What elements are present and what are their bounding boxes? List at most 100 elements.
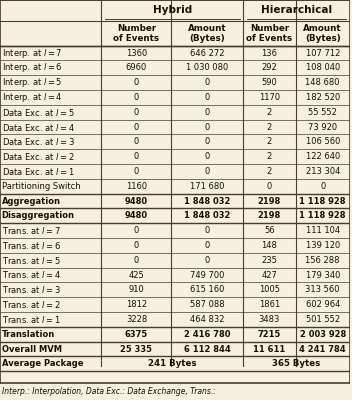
Text: 6960: 6960	[126, 63, 147, 72]
Text: 1 118 928: 1 118 928	[300, 211, 346, 220]
Text: Number
of Events: Number of Events	[113, 24, 159, 43]
Text: 313 560: 313 560	[306, 285, 340, 294]
Text: 590: 590	[262, 78, 277, 87]
Text: 1812: 1812	[126, 300, 147, 309]
Text: Hybrid: Hybrid	[153, 6, 192, 16]
Text: 1861: 1861	[259, 300, 280, 309]
Text: 1005: 1005	[259, 285, 280, 294]
Text: 0: 0	[205, 167, 210, 176]
Text: 179 340: 179 340	[306, 270, 340, 280]
Text: 0: 0	[134, 256, 139, 265]
Text: 1360: 1360	[126, 48, 147, 58]
Text: Disaggregation: Disaggregation	[2, 211, 75, 220]
Text: 0: 0	[205, 256, 210, 265]
Text: 464 832: 464 832	[190, 315, 225, 324]
Text: 292: 292	[262, 63, 277, 72]
Text: Trans. at $l = 7$: Trans. at $l = 7$	[2, 225, 61, 236]
Text: 106 560: 106 560	[306, 137, 340, 146]
Text: 182 520: 182 520	[306, 93, 340, 102]
Text: Number
of Events: Number of Events	[246, 24, 293, 43]
Text: Trans. at $l = 4$: Trans. at $l = 4$	[2, 270, 61, 280]
Text: 0: 0	[134, 122, 139, 132]
Text: 107 712: 107 712	[306, 48, 340, 58]
Text: Aggregation: Aggregation	[2, 196, 61, 206]
Text: 615 160: 615 160	[190, 285, 225, 294]
Text: 602 964: 602 964	[306, 300, 340, 309]
Text: Data Exc. at $l = 4$: Data Exc. at $l = 4$	[2, 122, 75, 132]
Text: 108 040: 108 040	[306, 63, 340, 72]
Text: 2198: 2198	[258, 196, 281, 206]
Text: 0: 0	[134, 167, 139, 176]
Text: 1170: 1170	[259, 93, 280, 102]
Text: 2: 2	[267, 108, 272, 117]
Text: 1 848 032: 1 848 032	[184, 211, 231, 220]
Text: Overall MVM: Overall MVM	[2, 344, 62, 354]
Text: Trans. at $l = 2$: Trans. at $l = 2$	[2, 299, 61, 310]
Text: 6 112 844: 6 112 844	[184, 344, 231, 354]
Text: 0: 0	[267, 182, 272, 191]
Text: 213 304: 213 304	[306, 167, 340, 176]
Text: Average Package: Average Package	[2, 359, 83, 368]
Text: 3483: 3483	[259, 315, 280, 324]
Text: 0: 0	[205, 122, 210, 132]
Text: Trans. at $l = 6$: Trans. at $l = 6$	[2, 240, 61, 251]
Text: 2: 2	[267, 152, 272, 161]
Text: 2 003 928: 2 003 928	[300, 330, 346, 339]
Text: Data Exc. at $l = 5$: Data Exc. at $l = 5$	[2, 107, 75, 118]
Text: 2198: 2198	[258, 211, 281, 220]
Text: 2: 2	[267, 167, 272, 176]
Text: 365 Bytes: 365 Bytes	[272, 359, 321, 368]
Text: Amount
(Bytes): Amount (Bytes)	[188, 24, 227, 43]
Text: Interp. at $l = 5$: Interp. at $l = 5$	[2, 76, 62, 89]
Text: Partitioning Switch: Partitioning Switch	[2, 182, 80, 191]
Text: Interp. at $l = 4$: Interp. at $l = 4$	[2, 91, 63, 104]
Text: 0: 0	[134, 241, 139, 250]
Text: 171 680: 171 680	[190, 182, 225, 191]
Text: 910: 910	[128, 285, 144, 294]
Text: 1 030 080: 1 030 080	[186, 63, 228, 72]
Text: 241 Bytes: 241 Bytes	[148, 359, 196, 368]
Text: 0: 0	[205, 226, 210, 235]
Text: 25 335: 25 335	[120, 344, 152, 354]
Text: 0: 0	[320, 182, 325, 191]
Text: 0: 0	[134, 108, 139, 117]
Text: Interp. at $l = 6$: Interp. at $l = 6$	[2, 61, 63, 74]
Text: 136: 136	[262, 48, 277, 58]
Text: 235: 235	[262, 256, 277, 265]
Text: 122 640: 122 640	[306, 152, 340, 161]
Text: 148 680: 148 680	[306, 78, 340, 87]
Text: 0: 0	[205, 78, 210, 87]
Text: 501 552: 501 552	[306, 315, 340, 324]
Text: 0: 0	[134, 152, 139, 161]
Text: Trans. at $l = 3$: Trans. at $l = 3$	[2, 284, 61, 295]
Text: 4 241 784: 4 241 784	[300, 344, 346, 354]
Text: 0: 0	[205, 152, 210, 161]
Text: 0: 0	[134, 226, 139, 235]
Text: Trans. at $l = 1$: Trans. at $l = 1$	[2, 314, 61, 325]
Text: 427: 427	[262, 270, 277, 280]
Text: 9480: 9480	[125, 211, 148, 220]
Text: 2: 2	[267, 137, 272, 146]
Text: 156 288: 156 288	[306, 256, 340, 265]
Text: 11 611: 11 611	[253, 344, 285, 354]
Text: 139 120: 139 120	[306, 241, 340, 250]
Text: Interp.: Interpolation, Data Exc.: Data Exchange, Trans.:: Interp.: Interpolation, Data Exc.: Data …	[2, 387, 216, 396]
Text: 2: 2	[267, 122, 272, 132]
Text: 0: 0	[134, 93, 139, 102]
Text: Data Exc. at $l = 3$: Data Exc. at $l = 3$	[2, 136, 75, 147]
Text: 9480: 9480	[125, 196, 148, 206]
Text: 1160: 1160	[126, 182, 147, 191]
Text: 6375: 6375	[125, 330, 148, 339]
Text: Hierarchical: Hierarchical	[261, 6, 332, 16]
Text: 587 088: 587 088	[190, 300, 225, 309]
Text: 1 118 928: 1 118 928	[300, 196, 346, 206]
Text: Interp. at $l = 7$: Interp. at $l = 7$	[2, 46, 62, 60]
Text: 0: 0	[205, 137, 210, 146]
Text: 0: 0	[205, 93, 210, 102]
Text: 111 104: 111 104	[306, 226, 340, 235]
Text: Data Exc. at $l = 2$: Data Exc. at $l = 2$	[2, 151, 75, 162]
Text: 0: 0	[205, 241, 210, 250]
Text: 425: 425	[128, 270, 144, 280]
Text: 0: 0	[205, 108, 210, 117]
Text: Translation: Translation	[2, 330, 55, 339]
